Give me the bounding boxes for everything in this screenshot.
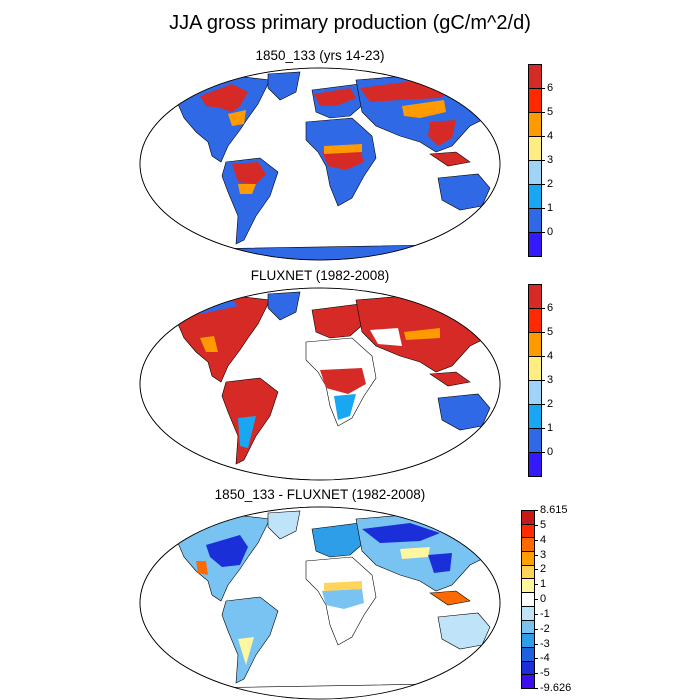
colorbar-swatch (528, 428, 542, 453)
colorbar-tick (535, 613, 538, 615)
colorbar-label: -5 (540, 667, 550, 680)
colorbar-swatch (521, 578, 535, 594)
colorbar-label: -9.626 (540, 682, 572, 694)
colorbar-tick (535, 539, 538, 541)
colorbar-label: 8.615 (540, 504, 568, 516)
figure-title: JJA gross primary production (gC/m^2/d) (169, 12, 531, 34)
colorbar-label: 2 (540, 563, 547, 576)
colorbar-swatch (521, 605, 535, 621)
colorbar-tick (542, 356, 545, 357)
colorbar-tick (535, 628, 538, 630)
colorbar-label: 4 (540, 533, 547, 546)
colorbar-tick (535, 510, 538, 511)
panel-3-map (139, 506, 501, 700)
colorbar-tick (535, 524, 538, 526)
panel-1-title: 1850_133 (yrs 14-23) (255, 48, 385, 63)
colorbar-swatch (528, 184, 542, 209)
colorbar-label: 6 (547, 82, 554, 94)
colorbar-swatch (528, 208, 542, 233)
panel-3-title: 1850_133 - FLUXNET (1982-2008) (214, 487, 426, 502)
colorbar-swatch (521, 510, 535, 525)
colorbar-swatch (521, 633, 535, 648)
colorbar-label: 3 (540, 548, 547, 561)
colorbar-tick (542, 332, 545, 333)
colorbar-tick (542, 160, 545, 161)
colorbar-swatch (528, 88, 542, 113)
colorbar-tick (542, 308, 545, 309)
greenland (267, 71, 301, 101)
colorbar-swatch (521, 592, 535, 607)
colorbar-label: 3 (547, 154, 554, 166)
colorbar-tick (535, 673, 538, 675)
colorbar-label: -1 (540, 607, 550, 620)
colorbar-label: 4 (547, 130, 554, 142)
colorbar-swatch (528, 332, 542, 357)
colorbar-label: 0 (540, 593, 547, 605)
colorbar-swatch (521, 674, 535, 689)
colorbar-swatch (528, 112, 542, 137)
colorbar-swatch (528, 64, 542, 89)
colorbar-tick (542, 136, 545, 137)
colorbar-swatch (528, 404, 542, 429)
colorbar-label: 1 (547, 202, 554, 214)
panel-2-title: FLUXNET (1982-2008) (250, 268, 390, 283)
colorbar-swatch (521, 523, 535, 539)
colorbar-swatch (521, 660, 535, 676)
colorbar-swatch (528, 356, 542, 381)
colorbar-swatch (521, 551, 535, 566)
colorbar-tick (535, 599, 538, 600)
colorbar-swatch (528, 160, 542, 185)
colorbar-tick (542, 404, 545, 405)
panel-2-colorbar: 6 5 4 3 2 1 0 (528, 284, 553, 477)
panel-1-map (139, 67, 501, 261)
colorbar-label: -2 (540, 622, 550, 635)
colorbar-tick (535, 688, 538, 689)
colorbar-tick (542, 232, 545, 233)
colorbar-tick (535, 643, 538, 645)
colorbar-swatch (521, 646, 535, 662)
colorbar-label: 1 (540, 578, 547, 591)
panel-2-map (139, 287, 501, 481)
colorbar-label: 5 (547, 326, 554, 338)
colorbar-tick (542, 184, 545, 185)
colorbar-tick (535, 584, 538, 586)
colorbar-tick (535, 569, 538, 571)
colorbar-label: 6 (547, 302, 554, 314)
colorbar-label: -4 (540, 652, 550, 665)
colorbar-label: 2 (547, 178, 554, 190)
colorbar-swatch (521, 564, 535, 580)
colorbar-tick (542, 428, 545, 429)
colorbar-label: 5 (540, 518, 547, 531)
colorbar-swatch (528, 380, 542, 405)
colorbar-swatch (528, 136, 542, 161)
colorbar-tick (535, 658, 538, 660)
colorbar-label: 0 (547, 446, 554, 458)
colorbar-tick (535, 554, 538, 556)
colorbar-swatch (521, 537, 535, 553)
colorbar-tick (542, 112, 545, 113)
colorbar-swatch (521, 619, 535, 635)
colorbar-tick (542, 88, 545, 89)
colorbar-label: 0 (547, 226, 554, 238)
colorbar-label: 5 (547, 106, 554, 118)
panel-3-colorbar: 8.615 5 4 3 2 1 0 -1 -2 -3 -4 -5 -9.626 (521, 504, 571, 694)
colorbar-swatch (528, 232, 542, 257)
colorbar-tick (542, 452, 545, 453)
south-america (221, 157, 279, 245)
colorbar-label: -3 (540, 637, 550, 650)
panel-1-colorbar: 6 5 4 3 2 1 0 (528, 64, 553, 257)
colorbar-tick (542, 208, 545, 209)
colorbar-tick (542, 380, 545, 381)
colorbar-label: 3 (547, 374, 554, 386)
antarctica (140, 243, 500, 260)
colorbar-swatch (528, 284, 542, 309)
colorbar-label: 1 (547, 422, 554, 434)
colorbar-label: 4 (547, 350, 554, 362)
colorbar-label: 2 (547, 398, 554, 410)
colorbar-swatch (528, 452, 542, 477)
colorbar-swatch (528, 308, 542, 333)
